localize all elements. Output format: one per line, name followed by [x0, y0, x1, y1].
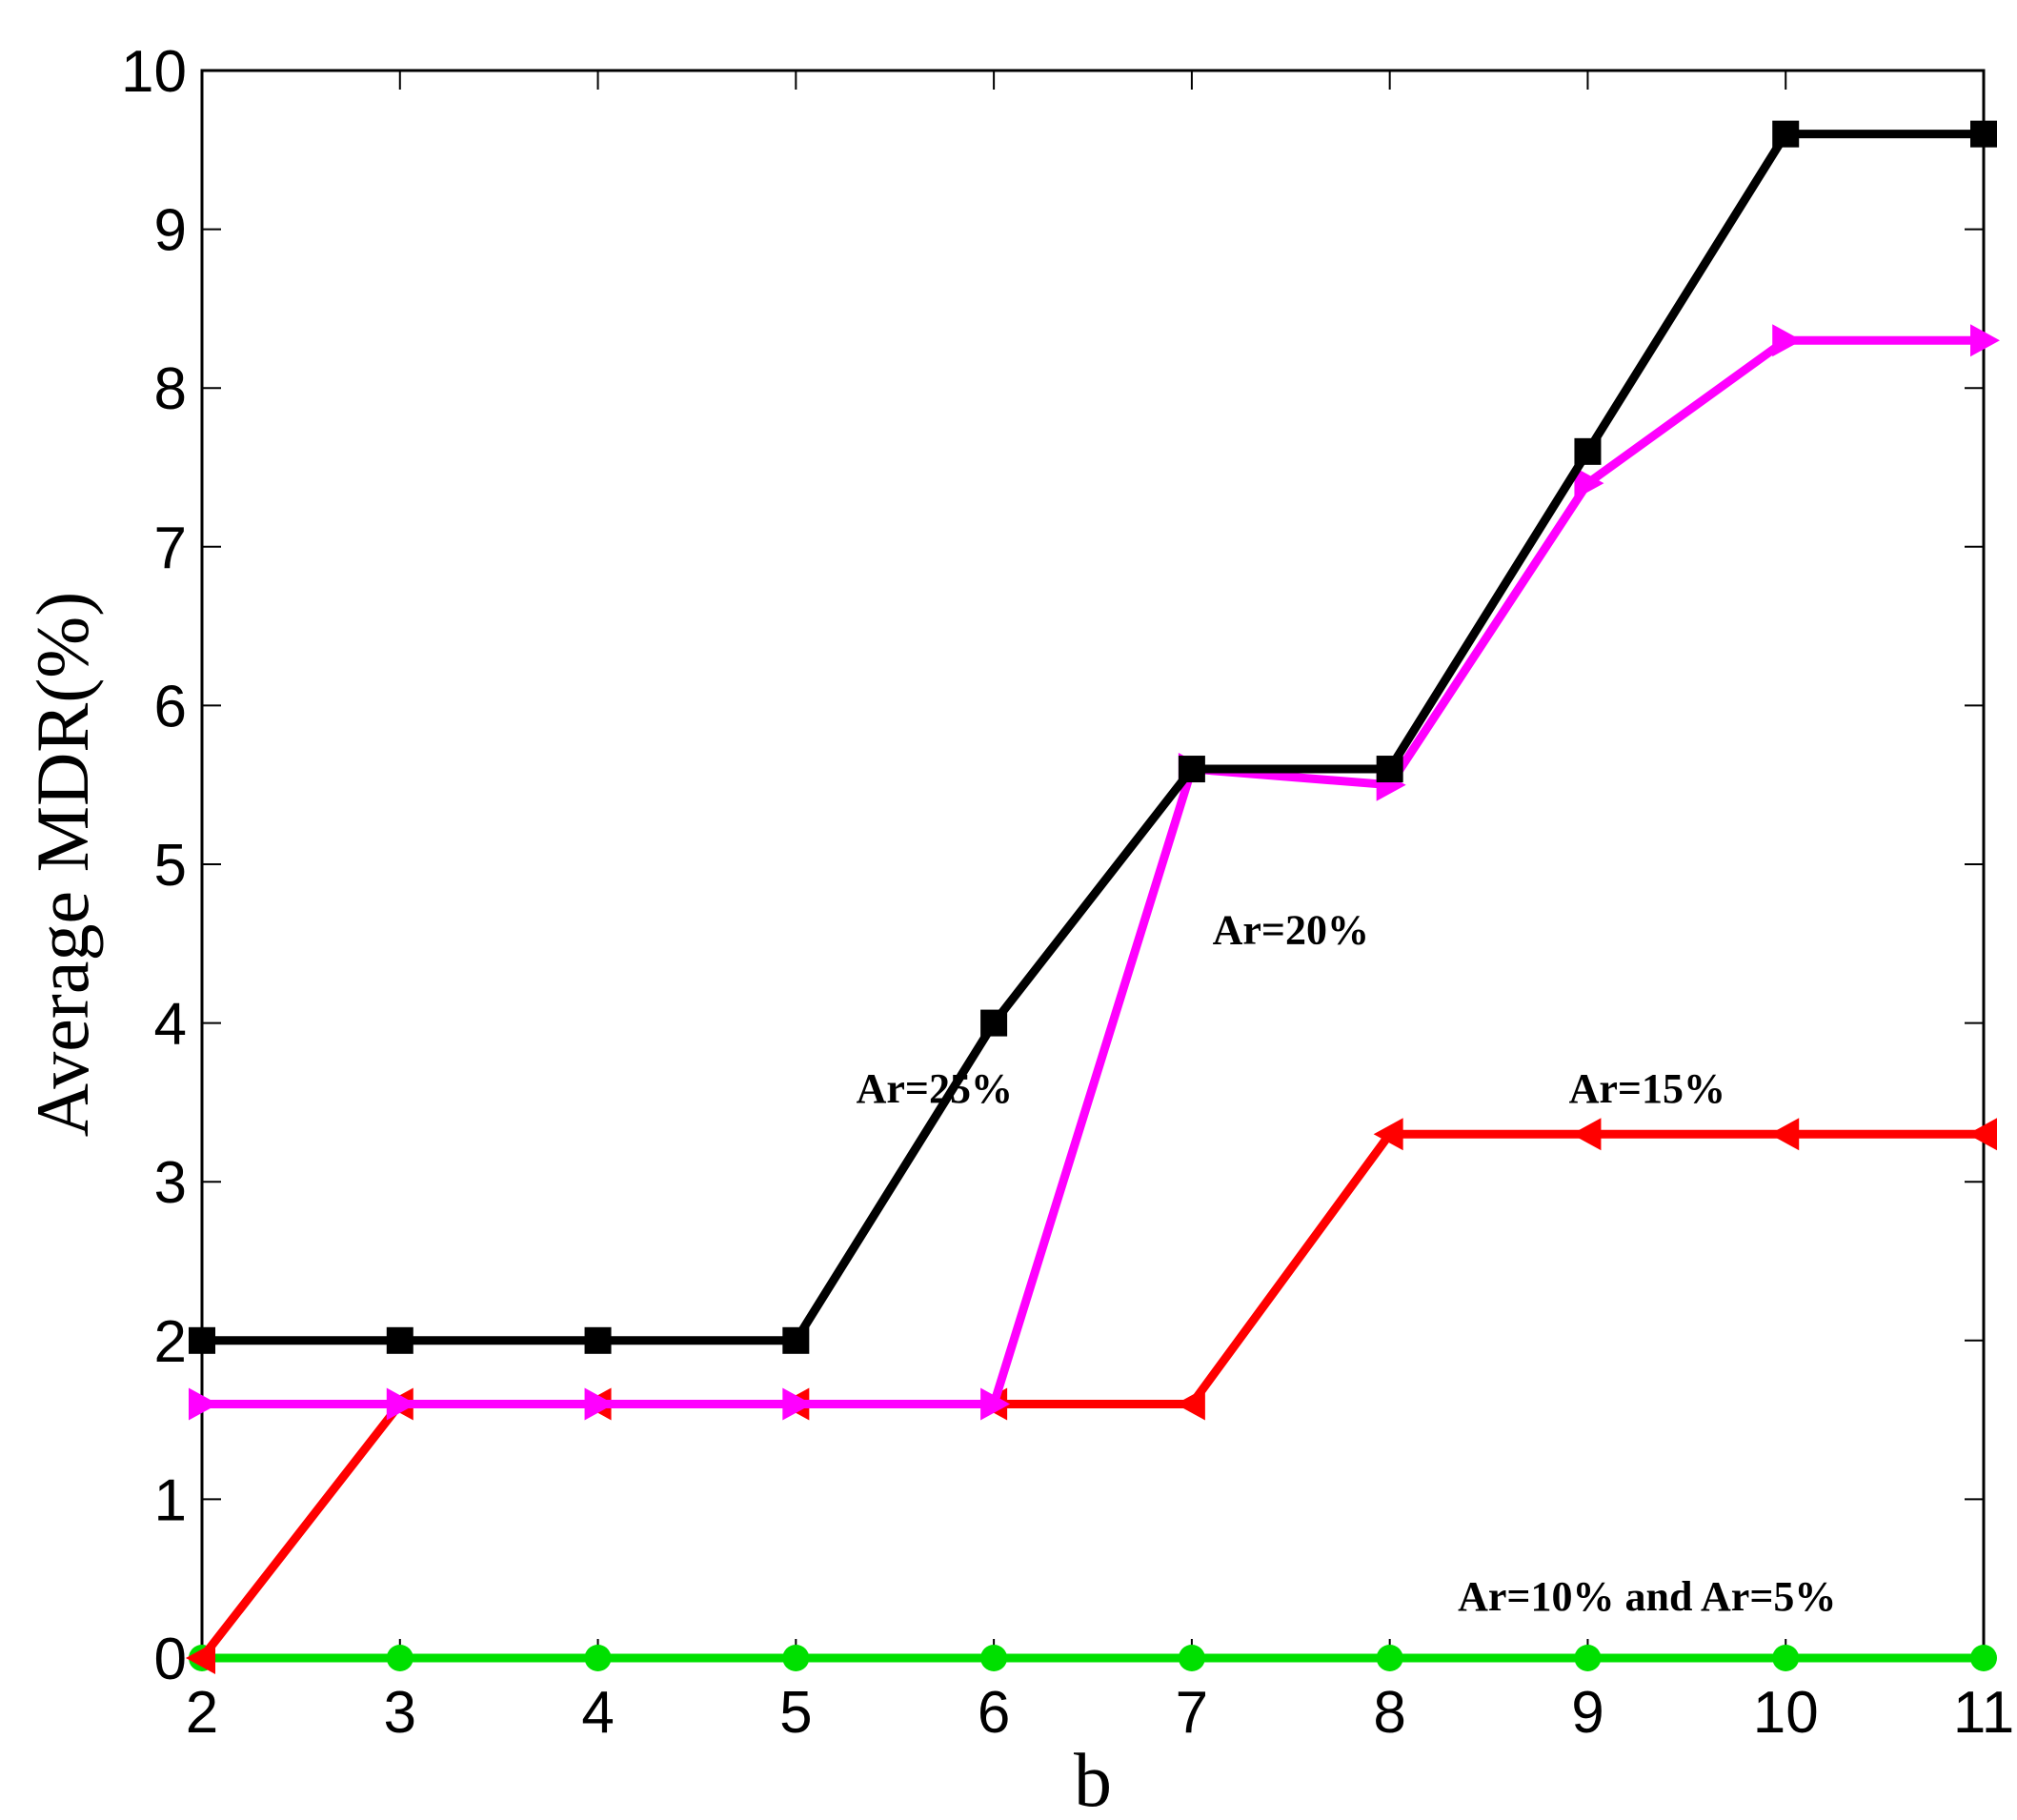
data-point-marker: [1574, 467, 1604, 500]
y-tick-label: 1: [154, 1467, 187, 1533]
data-point-marker: [1574, 437, 1602, 465]
data-point-marker: [1772, 120, 1800, 148]
data-point-marker: [584, 1326, 612, 1354]
data-point-marker: [1376, 756, 1403, 783]
data-point-marker: [1772, 1645, 1800, 1671]
data-point-marker: [1178, 1645, 1205, 1671]
series-annotation: Ar=10% and Ar=5%: [1458, 1573, 1836, 1620]
x-tick-label: 5: [779, 1680, 812, 1746]
x-tick-label: 8: [1373, 1680, 1405, 1746]
data-point-marker: [782, 1326, 810, 1354]
y-tick-label: 3: [154, 1150, 187, 1216]
data-point-marker: [584, 1387, 615, 1421]
x-tick-label: 2: [186, 1680, 218, 1746]
x-tick-label: 3: [384, 1680, 416, 1746]
data-point-marker: [386, 1326, 413, 1354]
data-point-marker: [980, 1645, 1008, 1671]
data-point-marker: [1376, 1645, 1403, 1671]
data-series: [186, 120, 2000, 1674]
y-tick-label: 5: [154, 833, 187, 899]
data-point-marker: [386, 1387, 416, 1421]
x-tick-label: 7: [1176, 1680, 1208, 1746]
data-point-marker: [1967, 1118, 1997, 1151]
data-point-marker: [1373, 1118, 1403, 1151]
x-tick-label: 9: [1571, 1680, 1604, 1746]
data-point-marker: [1571, 1118, 1602, 1151]
y-tick-label: 6: [154, 674, 187, 739]
data-point-marker: [186, 1642, 215, 1674]
data-point-marker: [1970, 1645, 1997, 1671]
data-point-marker: [386, 1645, 413, 1671]
x-tick-label: 10: [1753, 1680, 1819, 1746]
series-annotation: Ar=25%: [857, 1065, 1013, 1112]
y-tick-label: 8: [154, 356, 187, 422]
data-point-marker: [782, 1645, 810, 1671]
y-tick-label: 10: [121, 39, 187, 105]
series-line-ar-25: [202, 130, 1984, 1345]
axis-ticks: 2 3 4 5 6 7 8 9 10 11 0 1 2 3 4 5 6 7 8 9 10: [121, 39, 2014, 1746]
x-tick-label: 4: [581, 1680, 614, 1746]
data-point-marker: [189, 1326, 215, 1354]
plot-area-frame: [200, 69, 1986, 1660]
y-tick-label: 0: [154, 1627, 187, 1692]
data-point-marker: [1970, 120, 1997, 148]
data-point-marker: [189, 1387, 218, 1421]
y-tick-label: 2: [154, 1309, 187, 1375]
y-tick-label: 4: [154, 992, 187, 1058]
series-line-ar-20: [202, 335, 1984, 1408]
data-point-marker: [980, 1009, 1008, 1037]
data-point-marker: [1175, 1387, 1205, 1421]
data-point-marker: [584, 1645, 612, 1671]
data-point-marker: [1769, 1118, 1800, 1151]
data-point-marker: [1970, 324, 2000, 357]
data-point-marker: [1178, 756, 1205, 783]
y-tick-label: 7: [154, 516, 187, 581]
y-axis-title: Average MDR(%): [21, 592, 104, 1138]
y-tick-label: 9: [154, 198, 187, 264]
series-annotations: Ar=25% Ar=20% Ar=15% Ar=10% and Ar=5%: [857, 906, 1837, 1620]
x-axis-title: b: [1074, 1739, 1112, 1820]
data-point-marker: [1574, 1645, 1602, 1671]
x-tick-label: 11: [1953, 1680, 2014, 1746]
series-annotation: Ar=20%: [1213, 906, 1369, 953]
x-tick-label: 6: [978, 1680, 1010, 1746]
data-point-marker: [782, 1387, 813, 1421]
series-annotation: Ar=15%: [1569, 1065, 1725, 1112]
data-point-marker: [980, 1387, 1011, 1421]
data-point-marker: [1772, 324, 1803, 357]
